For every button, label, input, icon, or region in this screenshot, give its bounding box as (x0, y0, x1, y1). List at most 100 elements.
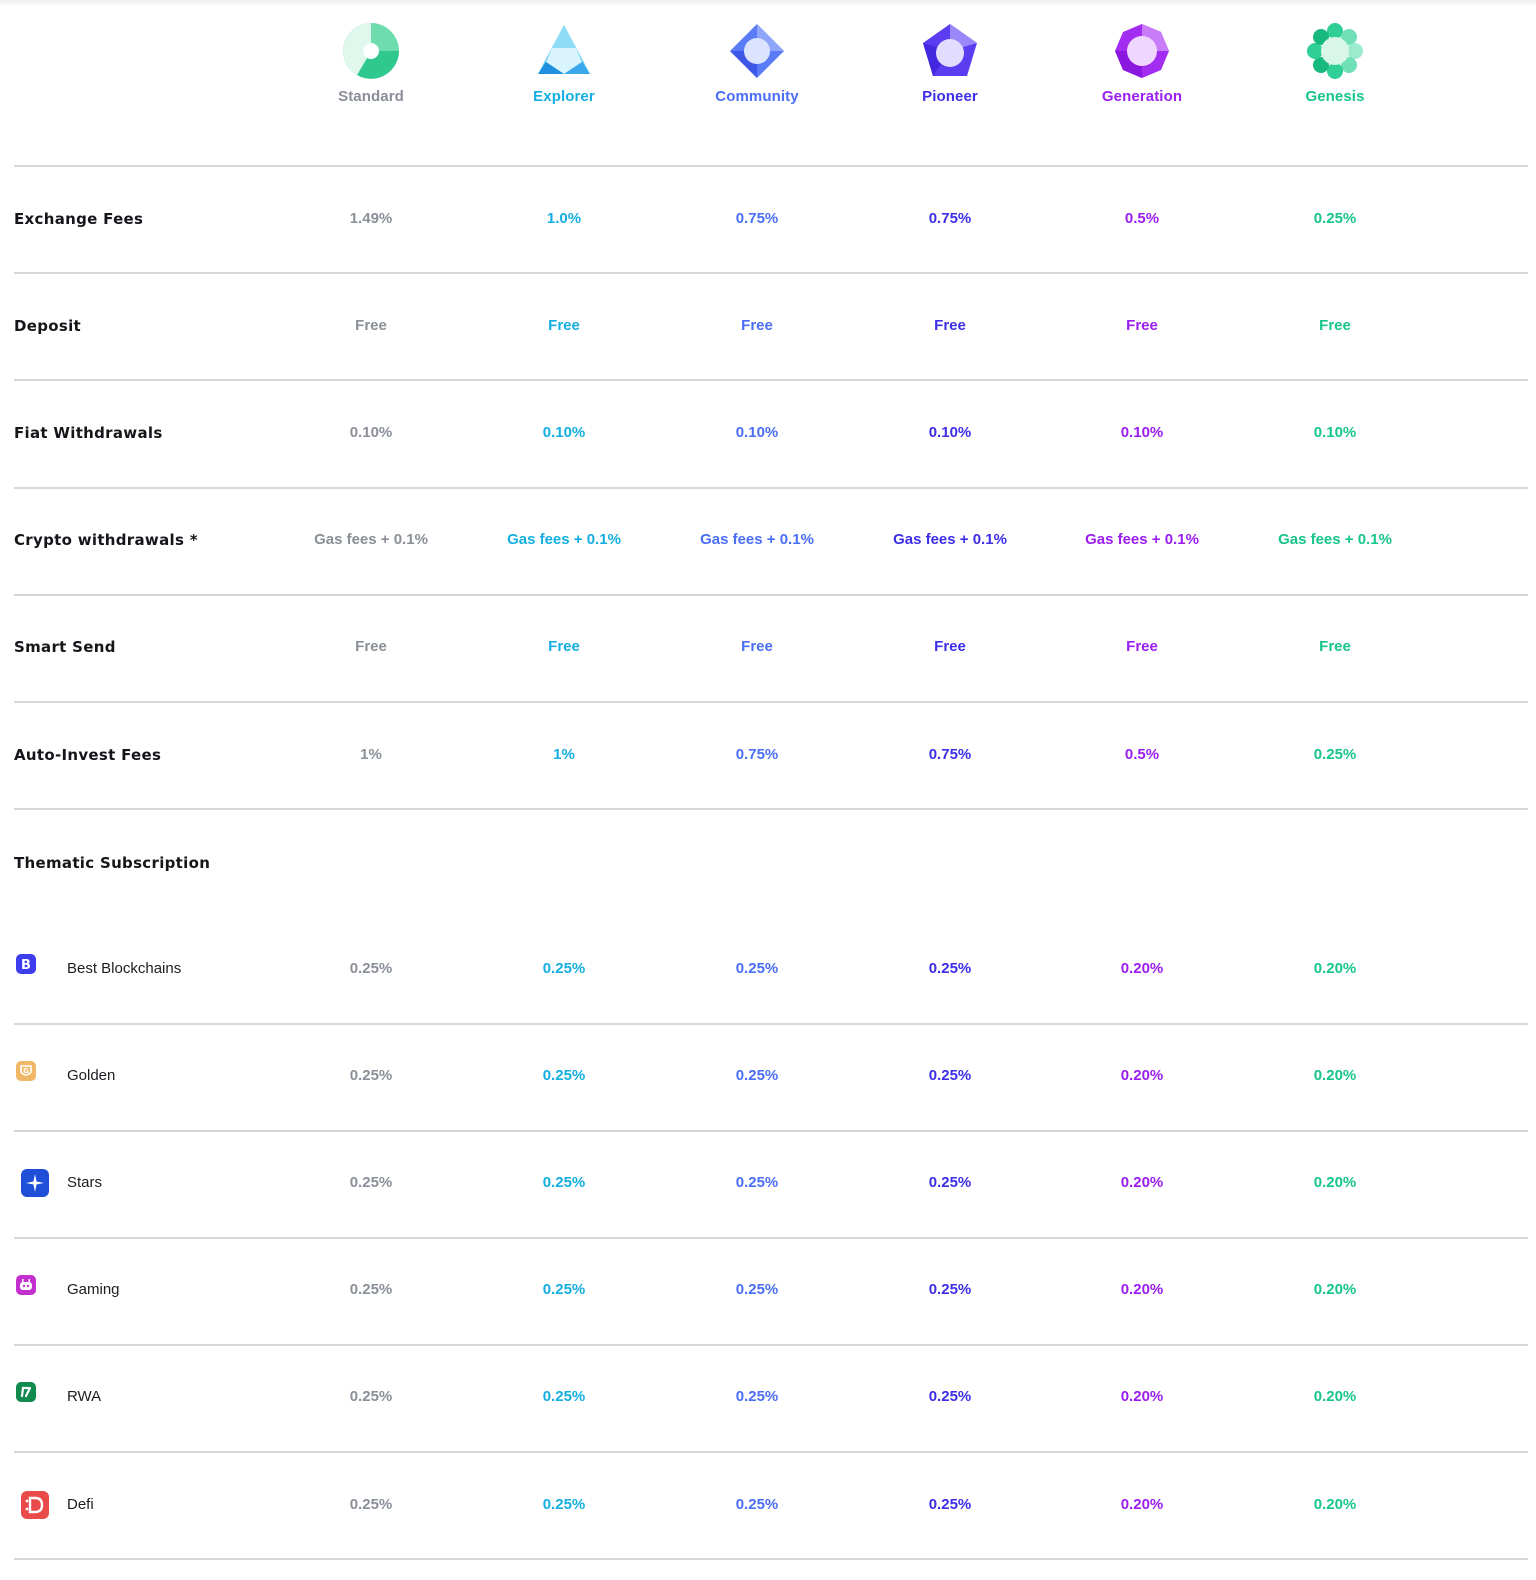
cell-value: Free (1126, 317, 1158, 334)
pioneer-tier-icon (923, 24, 977, 76)
divider (14, 165, 1528, 167)
cell-value: Free (741, 638, 773, 655)
cell-value: 1.0% (546, 210, 582, 227)
tier-name-standard: Standard (338, 88, 404, 105)
divider (14, 379, 1528, 381)
cell-value: 0.25% (735, 960, 779, 977)
cell-value: Free (1319, 638, 1351, 655)
cell-value: 0.25% (928, 1067, 972, 1084)
cell-value: 0.20% (1313, 1496, 1357, 1513)
cell-value: 0.20% (1120, 1174, 1164, 1191)
cell-value: Free (741, 317, 773, 334)
cell-value: 0.20% (1313, 1281, 1357, 1298)
gaming-icon (16, 1275, 36, 1295)
cell-value: 0.25% (542, 1067, 586, 1084)
cell-value: 0.20% (1120, 1388, 1164, 1405)
cell-value: 0.25% (928, 1496, 972, 1513)
cell-value: 0.75% (735, 746, 779, 763)
cell-value: 0.25% (735, 1067, 779, 1084)
cell-value: 0.25% (735, 1281, 779, 1298)
tier-name-community: Community (715, 88, 799, 105)
cell-value: 0.10% (349, 424, 393, 441)
divider (14, 1023, 1528, 1025)
divider (14, 808, 1528, 810)
cell-value: Free (934, 317, 966, 334)
rwa-icon (16, 1382, 36, 1402)
cell-value: 0.25% (349, 1067, 393, 1084)
cell-value: 0.25% (542, 1388, 586, 1405)
cell-value: 0.25% (735, 1174, 779, 1191)
cell-value: 0.25% (349, 960, 393, 977)
divider (14, 701, 1528, 703)
cell-value: 0.25% (928, 1281, 972, 1298)
generation-tier-icon (1115, 24, 1169, 78)
cell-value: Free (934, 638, 966, 655)
cell-value: 0.25% (542, 1281, 586, 1298)
cell-value: 0.75% (735, 210, 779, 227)
tier-community: Community (677, 22, 837, 105)
cell-value: Free (548, 317, 580, 334)
divider (14, 1237, 1528, 1239)
thematic-label: Golden (67, 1067, 116, 1084)
cell-value: 0.25% (542, 1496, 586, 1513)
genesis-tier-icon (1307, 23, 1363, 79)
cell-value: 0.25% (542, 960, 586, 977)
cell-value: 0.10% (542, 424, 586, 441)
cell-value: 1.49% (349, 210, 393, 227)
cell-value: 0.10% (1313, 424, 1357, 441)
cell-value: 1% (360, 746, 382, 763)
cell-value: 0.25% (349, 1388, 393, 1405)
tier-pioneer: Pioneer (870, 22, 1030, 105)
thematic-label: Gaming (67, 1281, 120, 1298)
cell-value: 0.25% (928, 1174, 972, 1191)
cell-value: Free (548, 638, 580, 655)
tier-generation: Generation (1062, 22, 1222, 105)
cell-value: Free (1319, 317, 1351, 334)
tier-name-generation: Generation (1101, 88, 1183, 105)
divider (14, 1130, 1528, 1132)
cell-value: Free (355, 638, 387, 655)
svg-text:G: G (23, 1067, 29, 1075)
cell-value: 0.20% (1120, 1496, 1164, 1513)
cell-value: Gas fees + 0.1% (1278, 531, 1392, 548)
tier-name-explorer: Explorer (533, 88, 595, 105)
tier-explorer: Explorer (484, 22, 644, 105)
cell-value: Gas fees + 0.1% (314, 531, 428, 548)
thematic-label: RWA (67, 1388, 102, 1405)
cell-value: 0.25% (542, 1174, 586, 1191)
tier-name-genesis: Genesis (1305, 88, 1365, 105)
divider (14, 272, 1528, 274)
cell-value: 0.25% (735, 1388, 779, 1405)
cell-value: 0.75% (928, 210, 972, 227)
cell-value: 0.20% (1313, 960, 1357, 977)
cell-value: 0.25% (928, 1388, 972, 1405)
cell-value: 0.25% (349, 1281, 393, 1298)
cell-value: 0.20% (1120, 1067, 1164, 1084)
cell-value: 0.25% (349, 1174, 393, 1191)
explorer-tier-icon (538, 25, 590, 74)
thematic-label: Stars (67, 1174, 103, 1191)
row-label-smart-send: Smart Send (14, 638, 116, 656)
community-tier-icon (730, 24, 784, 78)
cell-value: 0.20% (1313, 1388, 1357, 1405)
cell-value: 0.20% (1120, 1281, 1164, 1298)
thematic-label: Best Blockchains (67, 960, 182, 977)
cell-value: 0.10% (1120, 424, 1164, 441)
tier-standard: Standard (291, 22, 451, 105)
standard-tier-icon (343, 23, 399, 79)
divider (14, 1344, 1528, 1346)
cell-value: 0.75% (928, 746, 972, 763)
cell-value: 0.20% (1120, 960, 1164, 977)
cell-value: 0.20% (1313, 1067, 1357, 1084)
row-label-auto-invest-fees: Auto-Invest Fees (14, 746, 162, 764)
divider (14, 594, 1528, 596)
cell-value: Free (355, 317, 387, 334)
cell-value: 0.25% (1313, 746, 1357, 763)
cell-value: 0.10% (735, 424, 779, 441)
golden-icon: G (16, 1061, 36, 1081)
divider (14, 487, 1528, 489)
best-blockchains-icon: B (16, 954, 36, 974)
divider (14, 1451, 1528, 1453)
cell-value: 0.5% (1124, 746, 1160, 763)
cell-value: 0.5% (1124, 210, 1160, 227)
